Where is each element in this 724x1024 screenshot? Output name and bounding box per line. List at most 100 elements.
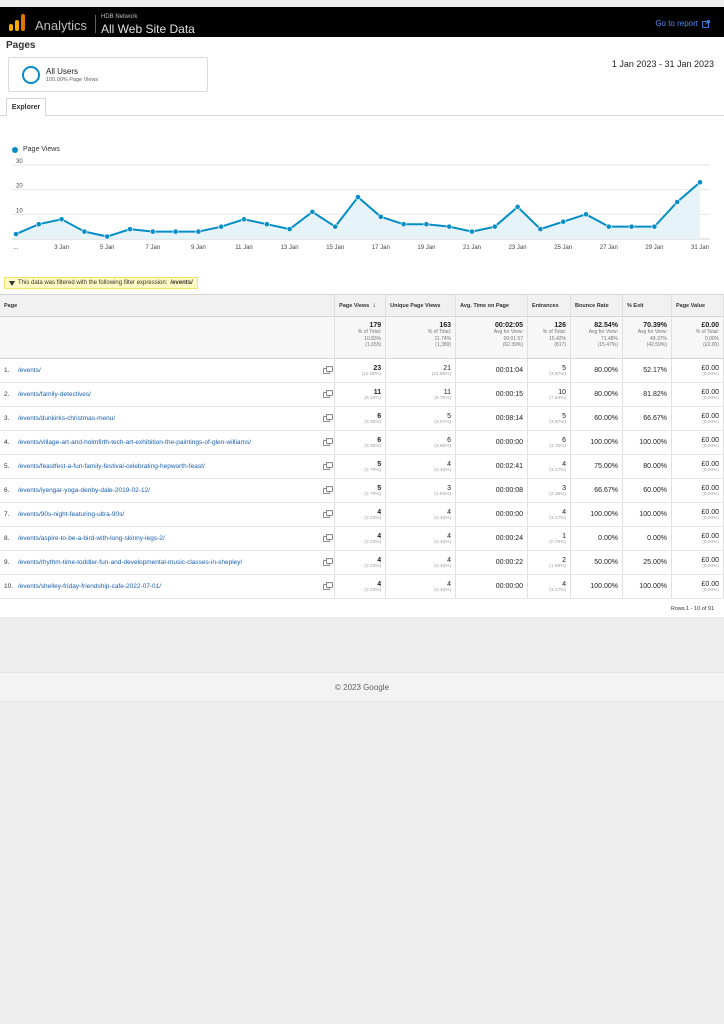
column-header-exit[interactable]: % Exit [622, 294, 672, 317]
bounce-rate-value: 100.00% [590, 583, 618, 590]
entrances-value: 10 [558, 388, 567, 396]
avg-time-value: 00:00:15 [495, 391, 524, 398]
page-path-link[interactable]: /events/feastfest-a-fun-family-festival-… [18, 463, 205, 470]
data-point [583, 211, 589, 218]
exit-value: 81.82% [643, 391, 667, 398]
table-cell: 66.67% [570, 478, 623, 503]
table-row: 1./events/23 (12.85%) 21 (12.88%) 00:01:04 5(… [0, 358, 724, 383]
unique-page-views-value: 3 [447, 484, 452, 492]
page-path-link[interactable]: /events/village-art-and-holmfirth-tech-a… [18, 439, 252, 446]
y-tick-label: 10 [16, 208, 23, 214]
unique-page-views-value: 4 [447, 532, 452, 540]
tab-explorer[interactable]: Explorer [6, 98, 46, 116]
filter-icon [9, 280, 15, 286]
bounce-rate-value: 50.00% [594, 559, 618, 566]
app-name[interactable]: Analytics [35, 18, 88, 33]
page-views-percent: (12.85%) [361, 371, 382, 377]
open-page-icon[interactable] [323, 414, 334, 422]
page-views-value: 11 [373, 388, 382, 396]
table-cell: 1 (0.79%) [527, 526, 572, 551]
open-page-icon[interactable] [323, 462, 334, 470]
row-rank: 10. [4, 583, 14, 590]
segment-card[interactable]: All Users 100.00% Page Views [8, 57, 208, 92]
page-views-percent: (2.23%) [364, 587, 382, 593]
page-path-link[interactable]: /events/shelley-friday-friendship-cafe-2… [18, 583, 162, 590]
page-value-value: £0.00 [701, 508, 719, 516]
avg-time-value: 00:01:04 [495, 367, 524, 374]
page-views-value: 4 [377, 580, 382, 588]
totals-subtext: (817) [554, 342, 567, 348]
table-row: 5. /events/feastfest-a-fun-family-festiva… [0, 454, 724, 479]
x-tick-label: 17 Jan [372, 245, 390, 251]
totals-value: 126 [554, 322, 567, 329]
column-header-page[interactable]: Page [0, 294, 336, 317]
open-page-icon[interactable] [323, 510, 334, 518]
open-page-icon[interactable] [323, 558, 334, 566]
table-cell: 4 (2.45%) [385, 454, 457, 479]
page-value-value: £0.00 [701, 388, 719, 396]
table-cell: 00:00:00 [455, 430, 529, 455]
y-tick-label: 20 [16, 184, 23, 190]
page-views-value: 4 [377, 532, 382, 540]
entrances-percent: (1.59%) [549, 563, 567, 569]
page-value-value: £0.00 [701, 364, 719, 372]
analytics-logo-icon[interactable] [9, 14, 25, 31]
x-tick-label: 11 Jan [235, 245, 253, 251]
page-path-link[interactable]: /events/ [18, 367, 41, 374]
page-value-percent: (0.00%) [702, 491, 719, 497]
open-page-icon[interactable] [323, 582, 334, 590]
entrances-percent: (3.17%) [549, 587, 567, 593]
page-value-value: £0.00 [701, 484, 719, 492]
table-cell: 21 (12.88%) [385, 358, 457, 383]
page-value-percent: (0.00%) [702, 539, 719, 545]
filter-note-text: This data was filtered with the followin… [18, 280, 168, 286]
entrances-percent: (3.17%) [549, 467, 567, 473]
page-path-link[interactable]: /events/90s-night-featuring-ultra-90s/ [18, 511, 125, 518]
open-page-icon[interactable] [323, 390, 334, 398]
totals-cell: 82.54% Avg for View: 71.48% (15.47%) [570, 316, 623, 359]
data-point [172, 228, 179, 235]
column-header-page-views[interactable]: Page Views ↓ [334, 294, 387, 317]
page-path-link[interactable]: /events/iyengar-yoga-denby-dale-2019-02-… [18, 487, 150, 494]
table-cell: 10 (7.94%) [527, 382, 572, 407]
entrances-percent: (3.17%) [549, 515, 567, 521]
open-page-icon[interactable] [323, 534, 334, 542]
column-header-avg-time[interactable]: Avg. Time on Page [455, 294, 529, 317]
page-path-link[interactable]: /events/family-detectives/ [18, 391, 91, 398]
data-point [560, 218, 567, 225]
column-header-entrances[interactable]: Entrances [527, 294, 572, 317]
entrances-percent: (4.76%) [549, 443, 567, 449]
open-page-icon[interactable] [323, 438, 334, 446]
bounce-rate-value: 0.00% [598, 535, 618, 542]
column-header-bounce-rate[interactable]: Bounce Rate [570, 294, 623, 317]
page-views-percent: (3.35%) [364, 443, 382, 449]
table-cell: 6 (4.76%) [527, 430, 572, 455]
table-row: 2./events/family-detectives/11 (6.15%) 11(… [0, 382, 724, 407]
page-path-link[interactable]: /events/dunkirks-christmas-menu/ [18, 415, 116, 422]
unique-page-views-value: 4 [447, 556, 452, 564]
chart-legend[interactable]: Page Views [12, 146, 60, 153]
open-page-icon[interactable] [323, 486, 334, 494]
date-range-picker[interactable]: 1 Jan 2023 - 31 Jan 2023 [611, 59, 714, 69]
page-path-link[interactable]: /events/rhythm-time-toddler-fun-and-deve… [18, 559, 243, 566]
totals-value: 163 [439, 322, 452, 329]
page-path-link[interactable]: /events/aspire-to-be-a-bird-with-long-sk… [18, 535, 165, 542]
x-tick-label: 23 Jan [509, 245, 527, 251]
entrances-value: 4 [562, 580, 567, 588]
page-value-value: £0.00 [701, 412, 719, 420]
table-cell: 100.00% [622, 430, 672, 455]
y-tick-label: 30 [16, 159, 23, 165]
x-tick-label: 25 Jan [554, 245, 572, 251]
open-page-icon[interactable] [323, 366, 334, 374]
page-views-percent: (2.23%) [364, 563, 382, 569]
table-cell: 5 (2.79%) [334, 454, 387, 479]
go-to-report-link[interactable]: Go to report [655, 19, 710, 28]
column-header-page-value[interactable]: Page Value [671, 294, 724, 317]
data-point [697, 179, 703, 186]
property-name[interactable]: All Web Site Data [101, 22, 195, 36]
account-name[interactable]: HDB Network [101, 14, 138, 20]
data-point [400, 221, 407, 228]
row-rank: 6. [4, 487, 10, 494]
totals-value: 00:02:05 [495, 322, 524, 329]
column-header-unique-page-views[interactable]: Unique Page Views [385, 294, 457, 317]
